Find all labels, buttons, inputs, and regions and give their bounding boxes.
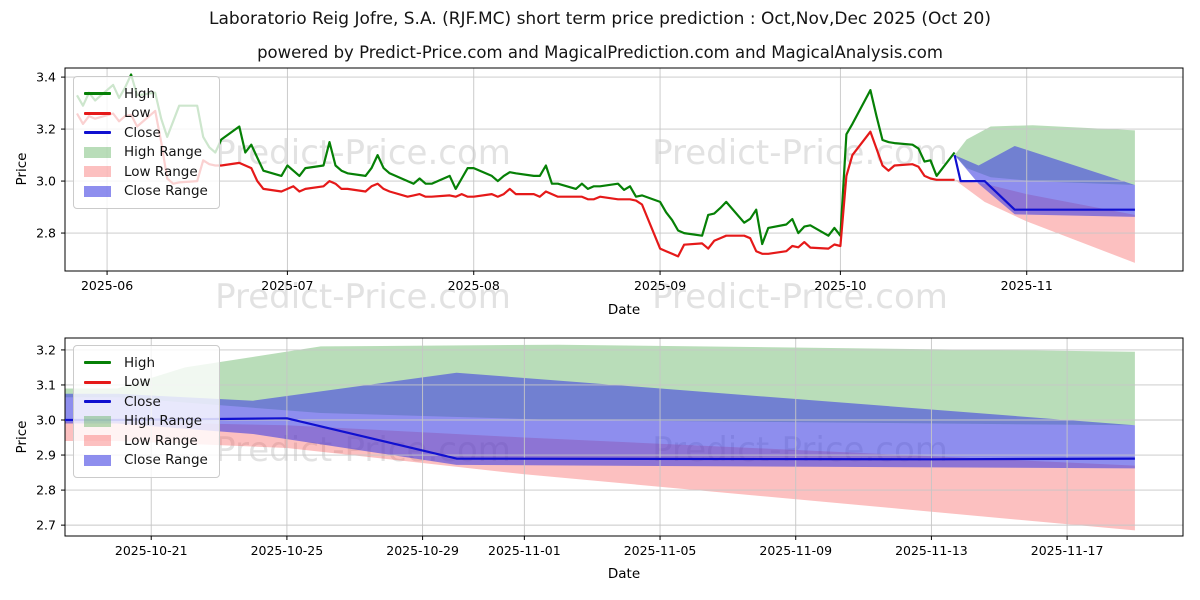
legend-patch-swatch: [84, 146, 111, 158]
page-subtitle: powered by Predict-Price.com and Magical…: [257, 43, 943, 62]
watermark: Predict-Price.com: [652, 277, 948, 317]
legend-item: Close Range: [84, 182, 208, 202]
legend-line-swatch: [84, 400, 111, 404]
legend-patch-swatch: [84, 415, 111, 427]
legend-item: Close: [84, 392, 208, 412]
legend-item-label: Low: [124, 374, 151, 391]
legend-top-chart: High Low Close High Range Low Range Close Ran…: [73, 76, 220, 209]
legend-item-label: Low Range: [124, 163, 198, 180]
watermark: Predict-Price.com: [215, 133, 511, 173]
legend-item: High: [84, 84, 208, 104]
legend-item-label: High: [124, 85, 156, 102]
legend-item-label: Low Range: [124, 432, 198, 449]
prediction-detail-chart: [61, 337, 1184, 540]
watermark: Predict-Price.com: [215, 277, 511, 317]
legend-item: Close Range: [84, 451, 208, 471]
legend-item: Close: [84, 123, 208, 143]
legend-item-label: Close: [124, 124, 161, 141]
legend-line-swatch: [84, 92, 111, 96]
legend-patch-swatch: [84, 185, 111, 197]
legend-item: Low: [84, 373, 208, 393]
legend-line-swatch: [84, 131, 111, 135]
low-range-band: [65, 421, 1135, 531]
y-axis-label-top: Price: [14, 152, 30, 186]
x-axis-label-bottom: Date: [607, 566, 641, 582]
legend-patch-swatch: [84, 435, 111, 447]
close-prediction-line: [953, 154, 1135, 211]
close-range-band: [65, 372, 1135, 469]
history-and-prediction-chart: [61, 67, 1184, 275]
legend-item-label: High Range: [124, 413, 203, 430]
legend-line-swatch: [84, 380, 111, 384]
x-axis-label-top: Date: [607, 302, 641, 318]
legend-item: Low Range: [84, 431, 208, 451]
legend-item-label: High Range: [124, 144, 203, 161]
legend-line-swatch: [84, 111, 111, 115]
legend-patch-swatch: [84, 166, 111, 178]
legend-item-label: Close Range: [124, 183, 208, 200]
legend-item: Low: [84, 104, 208, 124]
legend-item-label: Close Range: [124, 452, 208, 469]
legend-item: Low Range: [84, 162, 208, 182]
legend-item-label: Low: [124, 105, 151, 122]
watermark: Predict-Price.com: [652, 133, 948, 173]
y-axis-label-bottom: Price: [14, 420, 30, 454]
legend-item-label: Close: [124, 393, 161, 410]
legend-item: High: [84, 353, 208, 373]
legend-patch-swatch: [84, 454, 111, 466]
legend-line-swatch: [84, 361, 111, 365]
legend-item-label: High: [124, 354, 156, 371]
page-title: Laboratorio Reig Jofre, S.A. (RJF.MC) sh…: [208, 9, 992, 29]
legend-bottom-chart: High Low Close High Range Low Range Close Ran…: [73, 345, 220, 478]
legend-item: High Range: [84, 143, 208, 163]
legend-item: High Range: [84, 412, 208, 432]
